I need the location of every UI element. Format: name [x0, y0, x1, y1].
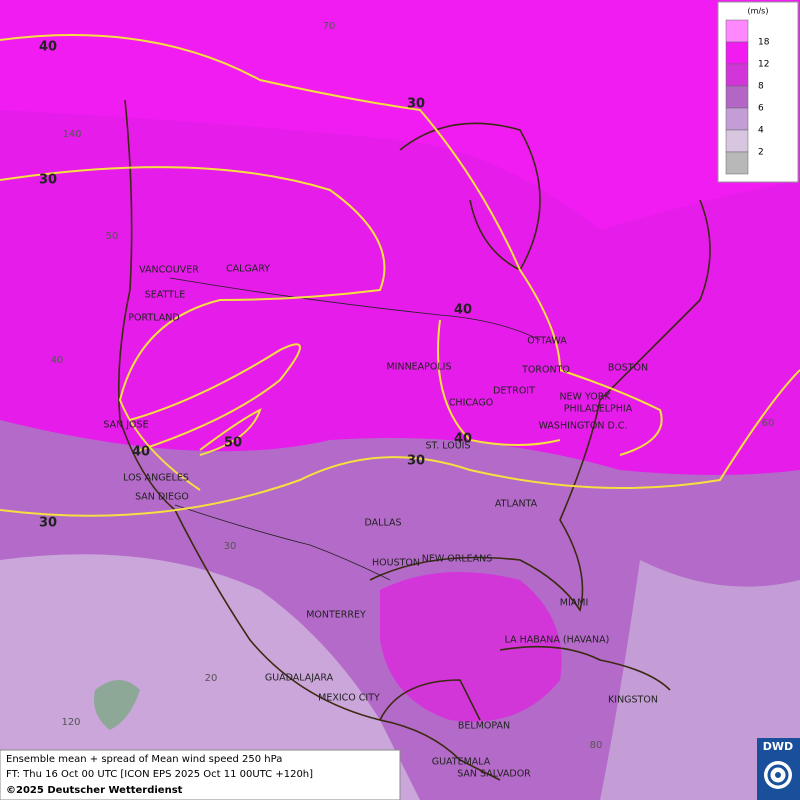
contour-label: 30 — [39, 173, 57, 188]
legend-band — [725, 63, 749, 87]
lake — [94, 680, 140, 730]
legend-tick-label: 6 — [758, 104, 764, 114]
legend-band — [725, 129, 749, 153]
city-label: LA HABANA (HAVANA) — [505, 635, 610, 646]
city-label: MONTERREY — [306, 610, 366, 621]
contours — [0, 34, 800, 517]
logo-mark — [767, 764, 789, 786]
legend-band — [725, 19, 749, 43]
contour-label: 30 — [407, 454, 425, 469]
city-label: MIAMI — [560, 598, 589, 609]
city-label: PHILADELPHIA — [564, 404, 633, 415]
contour-label: 40 — [132, 445, 150, 460]
city-label: KINGSTON — [608, 695, 658, 706]
caption-line: FT: Thu 16 Oct 00 UTC [ICON EPS 2025 Oct… — [6, 769, 313, 780]
grid-label: 20 — [205, 673, 218, 684]
city-label: SEATTLE — [145, 290, 186, 301]
grid-label: 40 — [51, 355, 64, 366]
contour-label: 50 — [224, 436, 242, 451]
caption-box — [0, 749, 401, 800]
legend-band — [725, 107, 749, 131]
field-band — [0, 0, 800, 230]
city-label: ST. LOUIS — [426, 441, 471, 452]
borders — [169, 277, 541, 581]
field-band — [0, 554, 420, 800]
city-label: MINNEAPOLIS — [386, 362, 451, 373]
legend-band — [725, 41, 749, 65]
logo-text: DWD — [763, 740, 793, 753]
city-label: NEW ORLEANS — [422, 554, 493, 565]
city-label: GUATEMALA — [432, 757, 491, 768]
city-label: SAN JOSE — [103, 420, 148, 431]
logo-mark — [775, 772, 781, 778]
grid-label: 50 — [106, 231, 119, 242]
grid-label: 80 — [590, 740, 603, 751]
city-label: BOSTON — [608, 363, 648, 374]
caption-line: Ensemble mean + spread of Mean wind spee… — [6, 754, 282, 765]
grid-label: 60 — [762, 418, 775, 429]
legend-unit: (m/s) — [748, 7, 769, 16]
caption-line: ©2025 Deutscher Wetterdienst — [6, 785, 183, 796]
city-label: WASHINGTON D.C. — [539, 421, 628, 432]
legend-band — [725, 151, 749, 175]
contour-label: 40 — [39, 40, 57, 55]
city-label: SAN SALVADOR — [457, 769, 531, 780]
grid-label: 70 — [323, 21, 336, 32]
city-label: OTTAWA — [527, 336, 567, 347]
city-label: BELMOPAN — [458, 721, 510, 732]
city-label: DALLAS — [365, 518, 402, 529]
city-label: CHICAGO — [449, 398, 493, 409]
city-label: HOUSTON — [372, 558, 420, 569]
grid-label: 140 — [62, 129, 81, 140]
city-label: DETROIT — [493, 386, 535, 397]
city-label: VANCOUVER — [139, 265, 199, 276]
contour-label: 40 — [454, 303, 472, 318]
city-label: PORTLAND — [128, 313, 179, 324]
legend-tick-label: 2 — [758, 148, 764, 158]
city-label: ATLANTA — [495, 499, 538, 510]
contour-label: 30 — [39, 516, 57, 531]
city-label: NEW YORK — [559, 392, 611, 403]
city-label: GUADALAJARA — [265, 673, 334, 684]
legend-band — [725, 85, 749, 109]
contour-label: 30 — [407, 97, 425, 112]
grid-label: 120 — [61, 717, 80, 728]
city-label: MEXICO CITY — [318, 693, 380, 704]
legend: (m/s) 18 12 8 6 4 2 — [717, 1, 799, 183]
contour-label: 40 — [454, 432, 472, 447]
city-label: TORONTO — [521, 365, 570, 376]
legend-tick-label: 12 — [758, 60, 769, 70]
city-label: CALGARY — [226, 264, 270, 275]
legend-tick-label: 4 — [758, 126, 764, 136]
legend-tick-label: 8 — [758, 82, 764, 92]
city-label: SAN DIEGO — [135, 492, 189, 503]
legend-tick-label: 18 — [758, 38, 770, 48]
city-label: LOS ANGELES — [123, 473, 189, 484]
field-band — [600, 560, 800, 800]
grid-label: 30 — [224, 541, 237, 552]
